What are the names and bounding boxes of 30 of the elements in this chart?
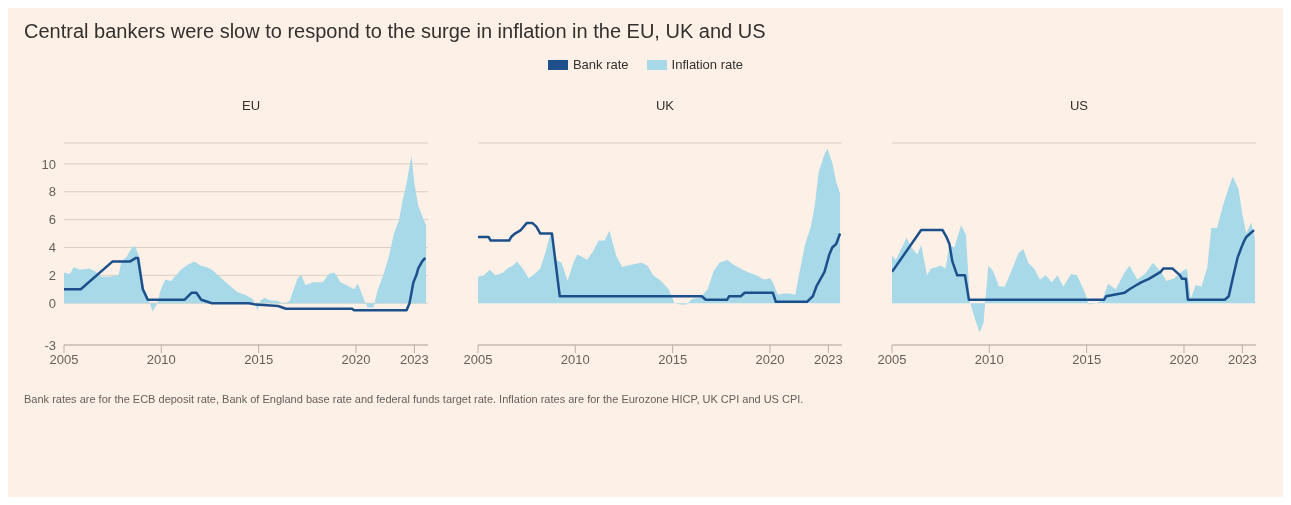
y-tick-label: 10 — [41, 156, 56, 172]
y-tick-label: 2 — [48, 267, 56, 283]
x-tick-label: 2020 — [341, 352, 371, 368]
y-tick-label: 4 — [48, 240, 56, 256]
y-tick-label: 0 — [48, 295, 56, 311]
x-tick-label: 2020 — [1169, 352, 1199, 368]
x-tick-label: 2005 — [877, 352, 907, 368]
chart-title: US — [1068, 98, 1090, 113]
x-tick-label: 2005 — [49, 352, 79, 368]
x-tick-label: 2015 — [658, 352, 688, 368]
x-tick-label: 2023 — [399, 352, 429, 368]
x-tick-label: 2010 — [560, 352, 590, 368]
x-tick-label: 2023 — [1227, 352, 1257, 368]
y-tick-label: -3 — [44, 337, 56, 353]
x-tick-label: 2015 — [244, 352, 274, 368]
x-tick-label: 2005 — [463, 352, 493, 368]
chart-title: EU — [240, 98, 262, 113]
x-tick-label: 2010 — [974, 352, 1004, 368]
x-tick-label: 2015 — [1072, 352, 1102, 368]
x-tick-label: 2010 — [146, 352, 176, 368]
text: Bank rates are for the ECB deposit rate, Bank of England base rate and federal funds target rate. Inflation rates are for the Eurozone HICP, UK CPI and US CPI. — [24, 393, 805, 405]
legend-label: Inflation rate — [670, 57, 744, 72]
x-tick-label: 2020 — [755, 352, 785, 368]
y-tick-label: 6 — [48, 212, 56, 228]
line-series — [64, 256, 427, 312]
y-tick-label: 8 — [48, 184, 56, 200]
chart-title: UK — [654, 98, 676, 113]
x-tick-label: 2023 — [813, 352, 843, 368]
text: Central bankers were slow to respond to the surge in inflation in the EU, UK and US — [24, 20, 767, 43]
legend-label: Bank rate — [571, 57, 629, 72]
